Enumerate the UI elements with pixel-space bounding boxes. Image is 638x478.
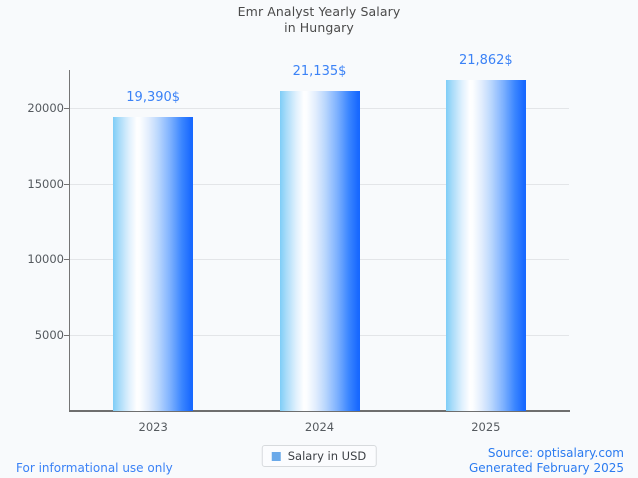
y-axis-tick-label: 10000	[27, 252, 64, 267]
chart-title-line-2: in Hungary	[284, 20, 354, 35]
bar-2024[interactable]	[279, 90, 360, 411]
bar-value-label-2025: 21,862$	[458, 52, 513, 68]
x-axis-tick-label-2024: 2024	[304, 420, 335, 434]
x-axis-tick-label-2023: 2023	[138, 420, 168, 434]
legend-label-salary-in-usd: Salary in USD	[287, 449, 367, 463]
y-axis-tick-mark	[64, 183, 70, 185]
footer-generated-line: Generated February 2025	[468, 461, 624, 475]
plot-area: 5000 10000 15000 20000 19,390$ 2023 21,135$ 202…	[27, 53, 569, 434]
x-axis-tick-label-2025: 2025	[471, 420, 501, 434]
y-axis-tick-mark	[64, 107, 70, 109]
y-axis-tick-label: 20000	[27, 100, 64, 115]
y-axis-tick-mark	[64, 335, 70, 337]
bar-value-label-2024: 21,135$	[292, 63, 347, 79]
y-axis-tick-label: 5000	[34, 328, 64, 343]
footer-source: Source: optisalary.com Generated Februar…	[469, 446, 624, 476]
y-axis-tick-mark	[64, 259, 70, 261]
footer-disclaimer: For informational use only	[16, 461, 173, 475]
chart-legend: Salary in USD	[261, 445, 377, 467]
bar-2023[interactable]	[113, 117, 194, 411]
chart-title-line-1: Emr Analyst Yearly Salary	[237, 4, 401, 19]
legend-swatch-salary-in-usd	[271, 451, 281, 461]
footer-source-line: Source: optisalary.com	[487, 446, 624, 460]
chart-title: Emr Analyst Yearly Salary in Hungary	[0, 4, 638, 36]
y-axis-tick-label: 15000	[27, 176, 64, 191]
bar-2025[interactable]	[445, 79, 526, 411]
bar-value-label-2023: 19,390$	[126, 90, 181, 106]
y-axis-line	[69, 70, 70, 411]
